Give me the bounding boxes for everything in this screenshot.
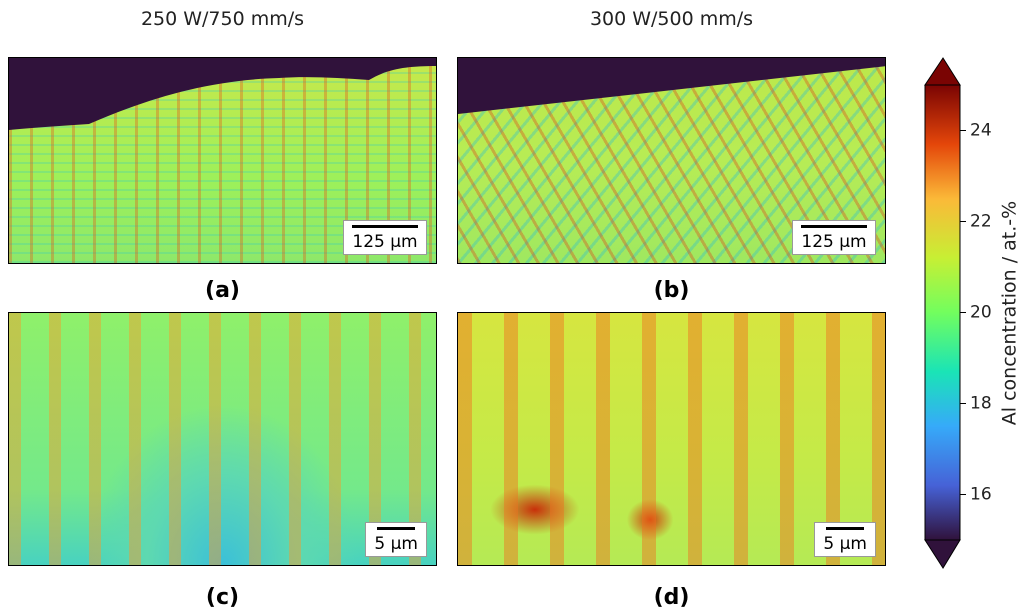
eds-map: 5 µm — [8, 312, 437, 566]
tick-label: 20 — [970, 303, 992, 323]
scale-bar: 5 µm — [365, 522, 427, 557]
column-title: 250 W/750 mm/s — [140, 8, 305, 30]
panel-label: (b) — [653, 278, 690, 303]
scale-label: 125 µm — [352, 232, 418, 252]
eds-map: 125 µm — [8, 57, 437, 264]
tick-label: 16 — [970, 485, 992, 505]
tick-label: 24 — [970, 121, 992, 141]
tick-label: 22 — [970, 212, 992, 232]
column-title: 300 W/500 mm/s — [589, 8, 754, 30]
scale-label: 5 µm — [823, 534, 867, 554]
colorbar-label: Al concentration / at.-% — [999, 201, 1021, 425]
map-overlay — [9, 58, 436, 130]
scale-label: 125 µm — [801, 232, 867, 252]
eds-map: 5 µm — [457, 312, 886, 566]
scale-bar: 125 µm — [792, 220, 876, 255]
scale-label: 5 µm — [374, 534, 418, 554]
scale-bar: 125 µm — [343, 220, 427, 255]
scale-bar: 5 µm — [814, 522, 876, 557]
tick-label: 18 — [970, 394, 992, 414]
map-overlay — [458, 58, 885, 114]
panel-label: (c) — [205, 585, 240, 610]
panel-label: (d) — [653, 585, 690, 610]
eds-map: 125 µm — [457, 57, 886, 264]
panel-label: (a) — [205, 278, 240, 303]
